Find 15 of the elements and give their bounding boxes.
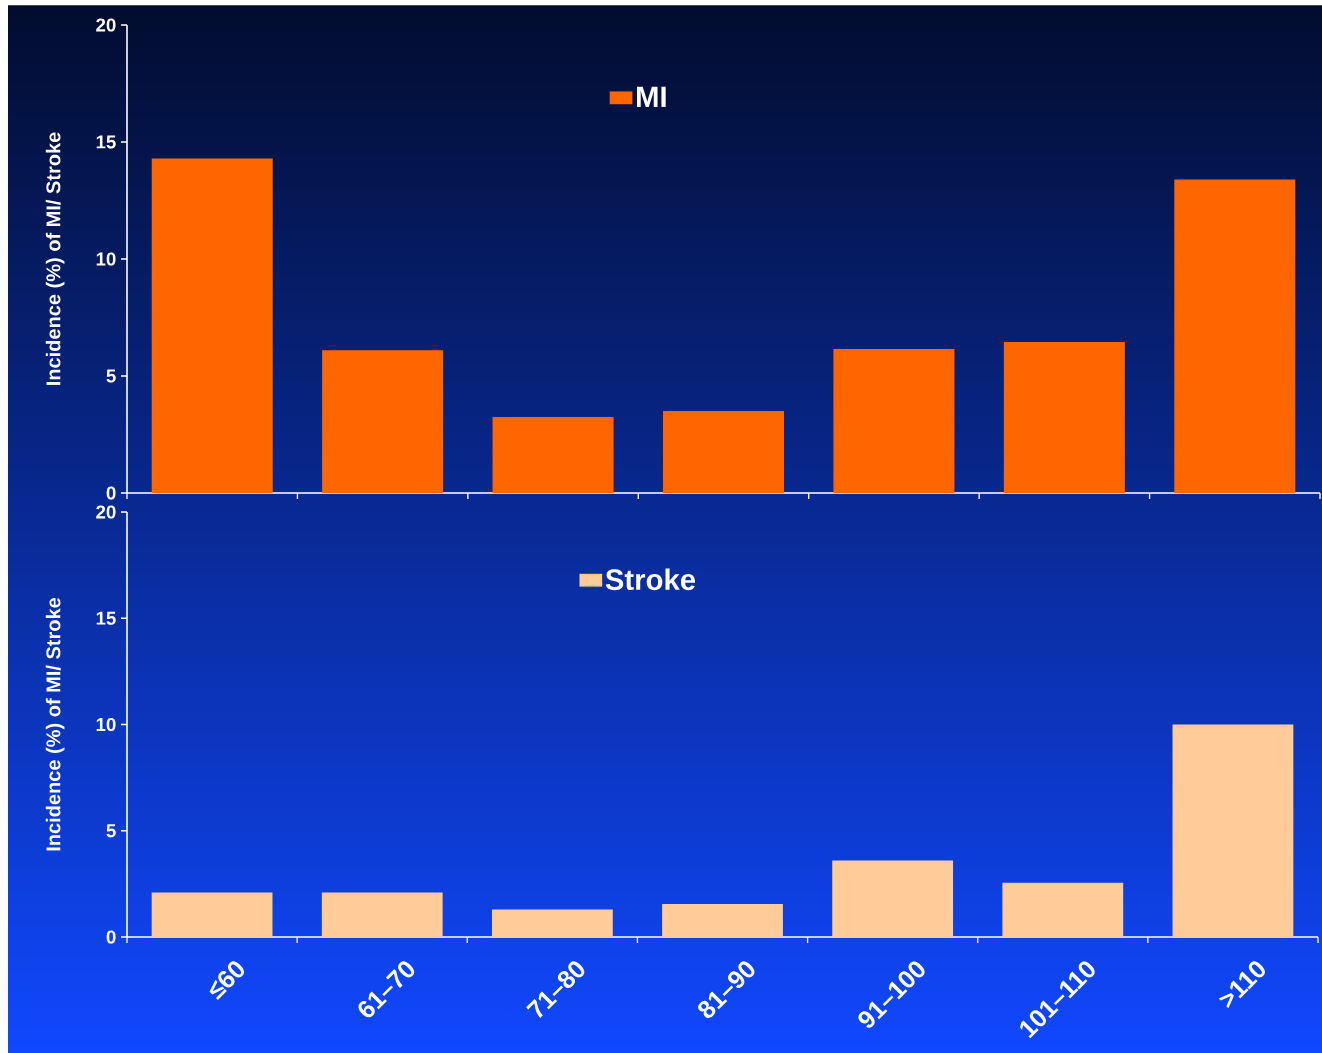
legend-label: Stroke [605, 568, 696, 591]
x-tick-label: ≤60 [209, 961, 245, 1000]
y-tick-label: 5 [106, 824, 116, 838]
y-tick-label: 0 [106, 486, 116, 500]
y-tick-label: 20 [96, 505, 116, 519]
y-tick-label: 15 [96, 611, 116, 625]
y-tick-label: 10 [96, 717, 116, 732]
y-tick-label: 0 [106, 930, 116, 944]
legend-label: MI [636, 86, 666, 107]
y-axis-title: Incidence (%) of MI/ Stroke [45, 132, 65, 385]
y-tick-label: 10 [96, 252, 116, 266]
y-tick-label: 20 [96, 18, 116, 32]
y-tick-label: 5 [106, 369, 116, 383]
y-axis-title: Incidence (%) of MI/ Stroke [45, 597, 65, 851]
y-tick-label: 15 [96, 135, 116, 149]
